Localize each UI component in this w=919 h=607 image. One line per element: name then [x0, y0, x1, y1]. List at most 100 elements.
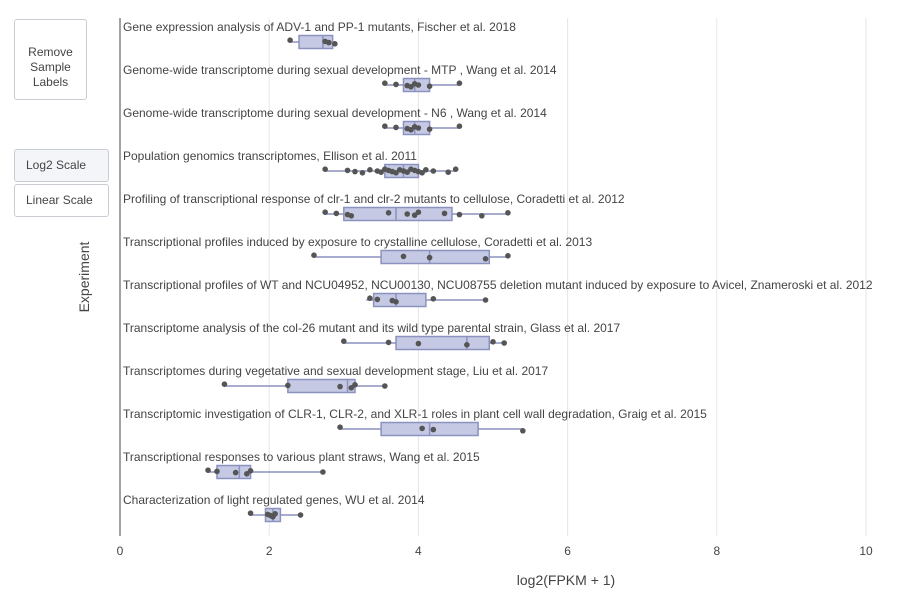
remove-sample-labels-button[interactable]: Remove Sample Labels — [14, 19, 87, 100]
x-tick-label: 4 — [415, 544, 422, 558]
data-point — [337, 424, 343, 431]
data-point — [393, 170, 399, 176]
data-point — [404, 169, 411, 175]
experiment-label: Population genomics transcriptomes, Elli… — [123, 149, 417, 163]
data-point — [272, 511, 278, 517]
data-point — [337, 383, 343, 390]
data-point — [441, 210, 448, 217]
y-axis-label: Experiment — [76, 241, 92, 312]
data-point — [367, 167, 373, 173]
experiment-label: Genome-wide transcriptome during sexual … — [123, 63, 557, 77]
experiment-row: Transcriptomic investigation of CLR-1, C… — [123, 407, 707, 437]
experiment-row: Gene expression analysis of ADV-1 and PP… — [123, 20, 516, 50]
experiment-row: Characterization of light regulated gene… — [123, 493, 425, 523]
data-point — [501, 340, 507, 346]
data-point — [404, 211, 411, 217]
data-point — [378, 169, 384, 175]
experiment-row: Profiling of transcriptional response of… — [123, 192, 625, 222]
data-point — [326, 39, 332, 46]
data-point — [320, 469, 326, 475]
grid-lines — [268, 18, 867, 536]
data-point — [393, 81, 399, 88]
experiment-label: Profiling of transcriptional response of… — [123, 192, 625, 206]
data-point — [408, 84, 414, 90]
experiment-row: Genome-wide transcriptome during sexual … — [123, 63, 557, 93]
x-tick-label: 8 — [713, 544, 720, 558]
data-point — [456, 80, 463, 86]
experiment-row: Transcriptome analysis of the col-26 mut… — [123, 321, 620, 351]
box — [287, 378, 356, 394]
x-tick-label: 6 — [564, 544, 571, 558]
experiment-row: Genome-wide transcriptome during sexual … — [123, 106, 547, 136]
data-point — [332, 41, 338, 47]
experiment-label: Gene expression analysis of ADV-1 and PP… — [123, 20, 516, 34]
data-point — [419, 170, 425, 176]
experiment-row: Population genomics transcriptomes, Elli… — [123, 149, 459, 179]
data-point — [479, 213, 485, 219]
data-point — [214, 468, 220, 475]
data-point — [382, 383, 388, 389]
data-point — [490, 339, 496, 345]
data-point — [505, 253, 511, 259]
data-point — [244, 471, 250, 477]
data-point — [520, 428, 526, 434]
data-point — [382, 123, 388, 129]
data-point — [348, 385, 355, 391]
data-point — [232, 469, 239, 476]
data-point — [287, 37, 293, 43]
data-point — [393, 299, 399, 305]
data-point — [374, 296, 381, 303]
data-point — [205, 467, 211, 474]
data-point — [456, 211, 463, 218]
data-point — [322, 209, 328, 215]
data-point — [430, 168, 437, 174]
data-point — [411, 212, 418, 218]
data-point — [415, 209, 422, 215]
data-point — [505, 210, 511, 216]
data-point — [464, 342, 470, 348]
data-point — [385, 339, 392, 346]
experiment-rows: Gene expression analysis of ADV-1 and PP… — [123, 20, 873, 523]
data-point — [482, 297, 489, 303]
box — [343, 206, 453, 222]
data-point — [322, 166, 328, 172]
data-point — [333, 210, 340, 217]
data-point — [423, 167, 429, 173]
experiment-label: Transcriptional responses to various pla… — [123, 450, 480, 464]
data-point — [385, 210, 392, 216]
log2-scale-button[interactable]: Log2 Scale — [14, 149, 109, 182]
x-tick-label: 0 — [117, 544, 124, 558]
data-point — [297, 512, 304, 518]
x-axis-label: log2(FPKM + 1) — [517, 572, 615, 588]
data-point — [382, 80, 388, 86]
box — [298, 34, 334, 50]
data-point — [482, 255, 489, 262]
linear-scale-button[interactable]: Linear Scale — [14, 184, 109, 217]
data-point — [415, 340, 422, 347]
data-point — [352, 168, 358, 175]
experiment-row: Transcriptional responses to various pla… — [123, 450, 480, 480]
data-point — [393, 124, 399, 131]
data-point — [426, 254, 433, 261]
experiment-label: Transcriptomes during vegetative and sex… — [123, 364, 548, 378]
data-point — [430, 296, 437, 302]
data-point — [359, 170, 366, 176]
experiment-label: Transcriptome analysis of the col-26 mut… — [123, 321, 620, 335]
experiment-label: Transcriptional profiles induced by expo… — [123, 235, 592, 249]
experiment-row: Transcriptional profiles of WT and NCU04… — [123, 278, 873, 308]
data-point — [221, 381, 228, 388]
data-point — [426, 83, 433, 89]
data-point — [285, 382, 291, 389]
x-axis-ticks: 0 2 4 6 8 10 — [117, 544, 873, 558]
data-point — [415, 82, 422, 88]
data-point — [430, 426, 437, 433]
experiment-label: Characterization of light regulated gene… — [123, 493, 425, 507]
box — [372, 292, 427, 308]
data-point — [452, 166, 459, 172]
data-point — [341, 338, 347, 345]
data-point — [311, 252, 317, 258]
experiment-row: Transcriptomes during vegetative and sex… — [123, 364, 548, 394]
data-point — [408, 127, 414, 133]
x-tick-label: 10 — [859, 544, 873, 558]
